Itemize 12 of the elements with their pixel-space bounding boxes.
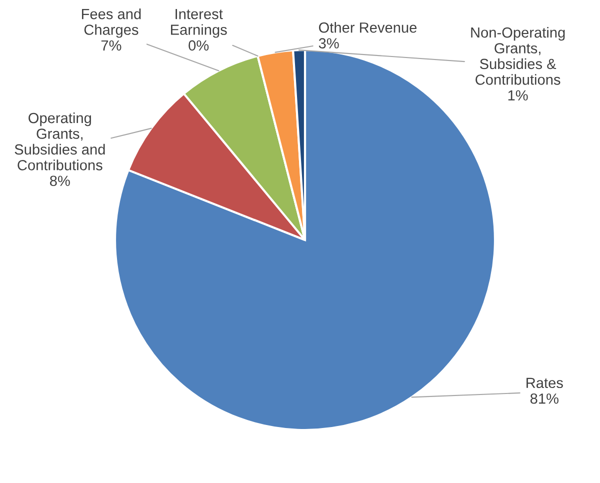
slice-label: Rates — [526, 378, 563, 388]
text: 0% — [188, 40, 209, 51]
slice-label: Fees and Charges — [82, 8, 141, 38]
data-label: 3% — [318, 38, 339, 48]
data-label: 8% — [50, 176, 70, 186]
slice-label: Non-Operating Grants, Subsidies & Contributions — [471, 26, 565, 85]
category-label: Interest Earnings — [171, 9, 227, 38]
slice-label: Other Revenue — [318, 22, 417, 33]
data-label: 81% — [530, 393, 558, 404]
data-label: 7% — [101, 40, 122, 51]
slice-label: Operating Grants, Subsidies and Contributions — [14, 112, 105, 170]
data-label: 1% — [508, 90, 528, 100]
